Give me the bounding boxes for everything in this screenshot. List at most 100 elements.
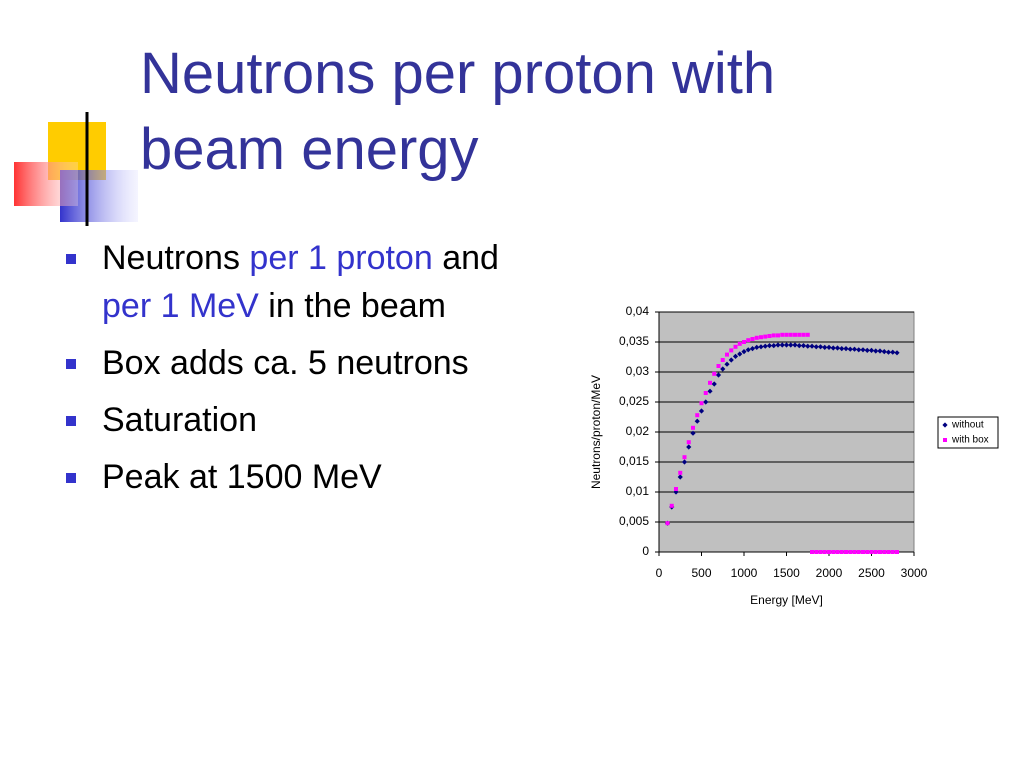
point <box>708 380 712 385</box>
x-tick-label: 500 <box>691 566 711 580</box>
x-axis-label: Energy [MeV] <box>750 593 823 607</box>
slide-title: Neutrons per proton with beam energy <box>140 41 776 182</box>
point <box>724 361 730 367</box>
point <box>822 550 827 554</box>
point <box>733 344 738 349</box>
point <box>759 335 763 340</box>
point <box>830 345 836 351</box>
point <box>695 413 700 418</box>
point <box>895 550 899 554</box>
point <box>690 430 696 436</box>
point <box>771 333 776 338</box>
point <box>784 332 789 337</box>
point <box>699 401 704 406</box>
legend-marker <box>942 422 948 428</box>
point <box>788 332 793 337</box>
point <box>767 334 772 338</box>
point <box>776 333 780 338</box>
point <box>810 550 814 554</box>
bullet-text: and <box>432 239 509 277</box>
point <box>732 353 739 359</box>
point <box>873 348 879 354</box>
point <box>890 349 896 355</box>
point <box>856 347 862 353</box>
y-tick-label: 0,025 <box>619 394 649 408</box>
x-tick-label: 0 <box>656 566 663 580</box>
point <box>831 550 836 554</box>
point <box>865 550 870 554</box>
point <box>771 343 777 349</box>
point <box>801 332 806 337</box>
y-tick-label: 0,015 <box>619 454 649 468</box>
point <box>868 347 875 353</box>
point <box>805 343 811 349</box>
point <box>848 550 853 554</box>
point <box>835 550 840 554</box>
bullet-text: per 1 MeV <box>102 287 259 325</box>
bullet-text: Saturation <box>102 401 257 439</box>
x-tick-label: 3000 <box>901 566 928 580</box>
point <box>894 350 900 356</box>
point <box>741 349 747 355</box>
point <box>720 366 726 372</box>
y-tick-label: 0,035 <box>619 334 649 348</box>
x-tick-label: 1000 <box>731 566 758 580</box>
point <box>856 550 861 554</box>
point <box>793 332 797 337</box>
bullet: Saturation <box>66 396 546 444</box>
legend-marker <box>943 438 947 442</box>
point <box>847 346 853 352</box>
point <box>749 346 756 352</box>
bullet: Peak at 1500 MeV <box>66 453 546 501</box>
y-tick-label: 0,005 <box>619 514 649 528</box>
point <box>805 332 810 337</box>
point <box>750 337 755 341</box>
point <box>827 550 831 554</box>
bullet-text: Box adds ca. 5 neutrons <box>102 344 469 382</box>
point <box>822 344 828 350</box>
chart: 0 0,005 0,01 0,015 0,02 0,025 0,03 0,035 0,04 0 50… <box>589 304 999 607</box>
point <box>852 550 857 554</box>
bullet-text: in the beam <box>258 287 446 325</box>
x-tick-label: 2500 <box>858 566 885 580</box>
y-tick-label: 0,04 <box>626 304 650 318</box>
point <box>682 455 687 460</box>
point <box>851 346 858 352</box>
point <box>818 550 823 554</box>
point <box>686 444 692 450</box>
x-tick-label: 1500 <box>773 566 800 580</box>
point <box>763 334 768 339</box>
point <box>885 349 892 355</box>
deco-square <box>14 162 78 206</box>
bullet-text: Peak at 1500 MeV <box>102 458 382 496</box>
point <box>890 550 895 554</box>
x-tick-label: 2000 <box>816 566 843 580</box>
point <box>783 342 790 348</box>
point <box>742 340 746 344</box>
point <box>746 338 751 343</box>
point <box>728 357 734 363</box>
point <box>864 347 870 353</box>
point <box>725 352 729 357</box>
y-axis-label: Neutrons/proton/MeV <box>589 375 603 489</box>
point <box>674 487 678 491</box>
y-tick-label: 0,01 <box>626 484 650 498</box>
point <box>716 364 721 368</box>
point <box>814 550 819 554</box>
bullet-text: per 1 proton <box>249 239 433 277</box>
point <box>886 550 891 554</box>
y-tick-label: 0,03 <box>626 364 650 378</box>
point <box>686 440 691 445</box>
legend-box <box>937 416 999 449</box>
point <box>813 344 819 350</box>
point <box>698 408 705 414</box>
point <box>844 550 848 554</box>
bullet: Neutrons per 1 proton and per 1 MeV in t… <box>66 234 546 330</box>
point <box>754 335 759 340</box>
point <box>762 343 768 349</box>
point <box>882 550 887 554</box>
point <box>839 550 844 554</box>
point <box>766 343 773 349</box>
